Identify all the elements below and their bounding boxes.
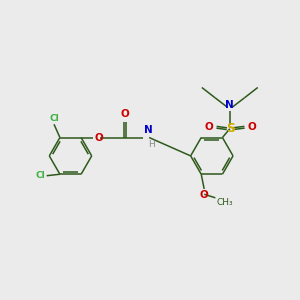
- Text: O: O: [248, 122, 256, 132]
- Text: S: S: [226, 122, 235, 135]
- Text: O: O: [200, 190, 208, 200]
- Text: Cl: Cl: [49, 114, 59, 123]
- Text: O: O: [94, 133, 103, 142]
- Text: O: O: [205, 122, 214, 132]
- Text: O: O: [121, 109, 129, 119]
- Text: N: N: [225, 100, 234, 110]
- Text: CH₃: CH₃: [217, 198, 233, 207]
- Text: Cl: Cl: [35, 171, 45, 180]
- Text: N: N: [144, 125, 153, 136]
- Text: H: H: [148, 140, 155, 149]
